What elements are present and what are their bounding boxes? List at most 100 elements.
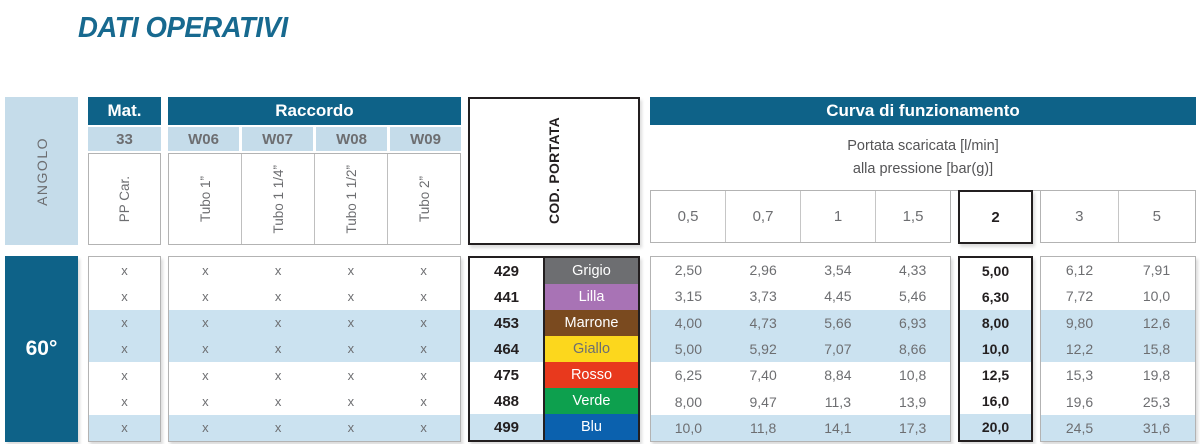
flow-value: 4,73 <box>749 314 777 331</box>
table-row: x <box>89 257 160 283</box>
color-swatch: Marrone <box>545 310 638 336</box>
flow-value: 13,9 <box>899 393 927 410</box>
flow-code: 464 <box>470 336 545 362</box>
raccordo-label-cell: Tubo 2” <box>387 154 460 244</box>
table-row: 6,30 <box>960 284 1031 310</box>
raccordo-label: Tubo 2” <box>416 175 432 223</box>
table-row: 5,00 5,92 7,07 8,66 <box>651 335 950 363</box>
table-row: 20,0 <box>960 414 1031 440</box>
flow-value-nominal: 6,30 <box>981 289 1010 305</box>
pressure-group-left: 0,5 0,7 1 1,5 <box>650 191 951 243</box>
compat-mark: x <box>420 341 427 357</box>
flow-value: 11,8 <box>750 419 777 436</box>
flow-value: 7,72 <box>1065 288 1094 305</box>
flow-value: 9,80 <box>1065 314 1094 331</box>
color-swatch: Grigio <box>545 258 638 284</box>
material-code-row: 33 <box>88 127 161 151</box>
pressure-header-row: 0,5 0,7 1 1,5 2 3 5 <box>650 190 1196 244</box>
flow-value: 6,93 <box>899 314 927 331</box>
color-swatch: Rosso <box>545 362 638 388</box>
flow-value: 24,5 <box>1065 419 1094 436</box>
compat-mark: x <box>420 288 427 304</box>
table-row: 441 Lilla <box>470 284 638 310</box>
table-row: x <box>89 388 160 414</box>
raccordo-code: W07 <box>242 127 313 151</box>
angolo-value-cell: 60° <box>5 256 78 442</box>
compat-mark: x <box>274 367 282 383</box>
compat-mark: x <box>347 315 355 331</box>
table-row: 453 Marrone <box>470 310 638 336</box>
flow-value: 3,73 <box>749 288 777 305</box>
compat-mark: x <box>121 420 128 436</box>
flow-value-nominal: 8,00 <box>981 315 1010 331</box>
table-row: 8,00 9,47 11,3 13,9 <box>651 388 950 414</box>
table-row: x <box>89 283 160 309</box>
flow-value: 5,92 <box>749 340 777 357</box>
compat-mark: x <box>121 315 128 331</box>
color-swatch: Lilla <box>545 284 638 310</box>
flow-value: 2,96 <box>749 262 777 279</box>
raccordo-code: W09 <box>390 127 461 151</box>
compat-mark: x <box>202 394 209 410</box>
compat-mark: x <box>347 367 355 383</box>
flow-value: 10,0 <box>1142 288 1171 305</box>
table-row: 5,00 <box>960 258 1031 284</box>
table-row: x <box>89 309 160 336</box>
flow-values-nominal-column: 5,00 6,30 8,00 10,0 12,5 16,0 20,0 <box>958 256 1033 442</box>
table-row: x <box>89 335 160 363</box>
flow-values-left-group: 2,50 2,96 3,54 4,33 3,15 3,73 4,45 5,46 4,00 4,… <box>650 256 951 442</box>
pressure-tick: 0,7 <box>725 191 800 242</box>
material-code: 33 <box>88 127 161 151</box>
table-row: 4,00 4,73 5,66 6,93 <box>651 309 950 336</box>
compat-mark: x <box>420 367 427 383</box>
flow-value: 19,6 <box>1065 393 1094 410</box>
flow-value: 17,3 <box>899 419 927 436</box>
flow-value: 25,3 <box>1142 393 1171 410</box>
compat-mark: x <box>274 315 282 331</box>
angolo-value: 60° <box>25 337 58 360</box>
raccordo-code-row: W06 W07 W08 W09 <box>168 127 461 151</box>
raccordo-label: Tubo 1 1/4” <box>270 164 286 234</box>
curva-subtitle: Portata scaricata [l/min] alla pressione… <box>650 125 1196 191</box>
table-row: 12,2 15,8 <box>1041 335 1195 363</box>
material-label-row: PP Car. <box>88 153 161 245</box>
flow-value: 7,07 <box>824 340 852 357</box>
flow-value: 7,91 <box>1142 262 1171 279</box>
flow-code: 488 <box>470 388 545 414</box>
compat-mark: x <box>121 367 128 383</box>
compat-mark: x <box>347 288 355 304</box>
flow-value: 12,2 <box>1065 340 1094 357</box>
compat-mark: x <box>420 394 427 410</box>
pressure-tick: 3 <box>1075 208 1084 225</box>
flow-code: 429 <box>470 258 545 284</box>
flow-value: 11,3 <box>824 393 851 410</box>
color-swatch: Giallo <box>545 336 638 362</box>
compat-mark: x <box>420 262 427 278</box>
page-title: DATI OPERATIVI <box>78 12 288 44</box>
material-label: PP Car. <box>117 175 132 223</box>
flow-value: 31,6 <box>1142 419 1171 436</box>
material-label-cell: PP Car. <box>89 154 160 244</box>
table-row: 12,5 <box>960 362 1031 388</box>
compat-mark: x <box>347 420 355 436</box>
compat-mark: x <box>420 420 427 436</box>
table-row: 3,15 3,73 4,45 5,46 <box>651 283 950 309</box>
curva-header-band: Curva di funzionamento <box>650 97 1196 125</box>
compat-mark: x <box>121 341 128 357</box>
flow-value: 5,00 <box>674 340 702 357</box>
compat-mark: x <box>121 288 128 304</box>
angolo-header-label: ANGOLO <box>33 136 50 206</box>
table-row: 475 Rosso <box>470 362 638 388</box>
compat-mark: x <box>420 315 427 331</box>
table-row: 7,72 10,0 <box>1041 283 1195 309</box>
pressure-tick: 0,5 <box>677 208 699 225</box>
flow-value: 9,47 <box>749 393 777 410</box>
compat-mark: x <box>202 315 209 331</box>
raccordo-header-band: Raccordo <box>168 97 461 125</box>
flow-value: 4,33 <box>899 262 927 279</box>
flow-value: 12,6 <box>1142 314 1171 331</box>
